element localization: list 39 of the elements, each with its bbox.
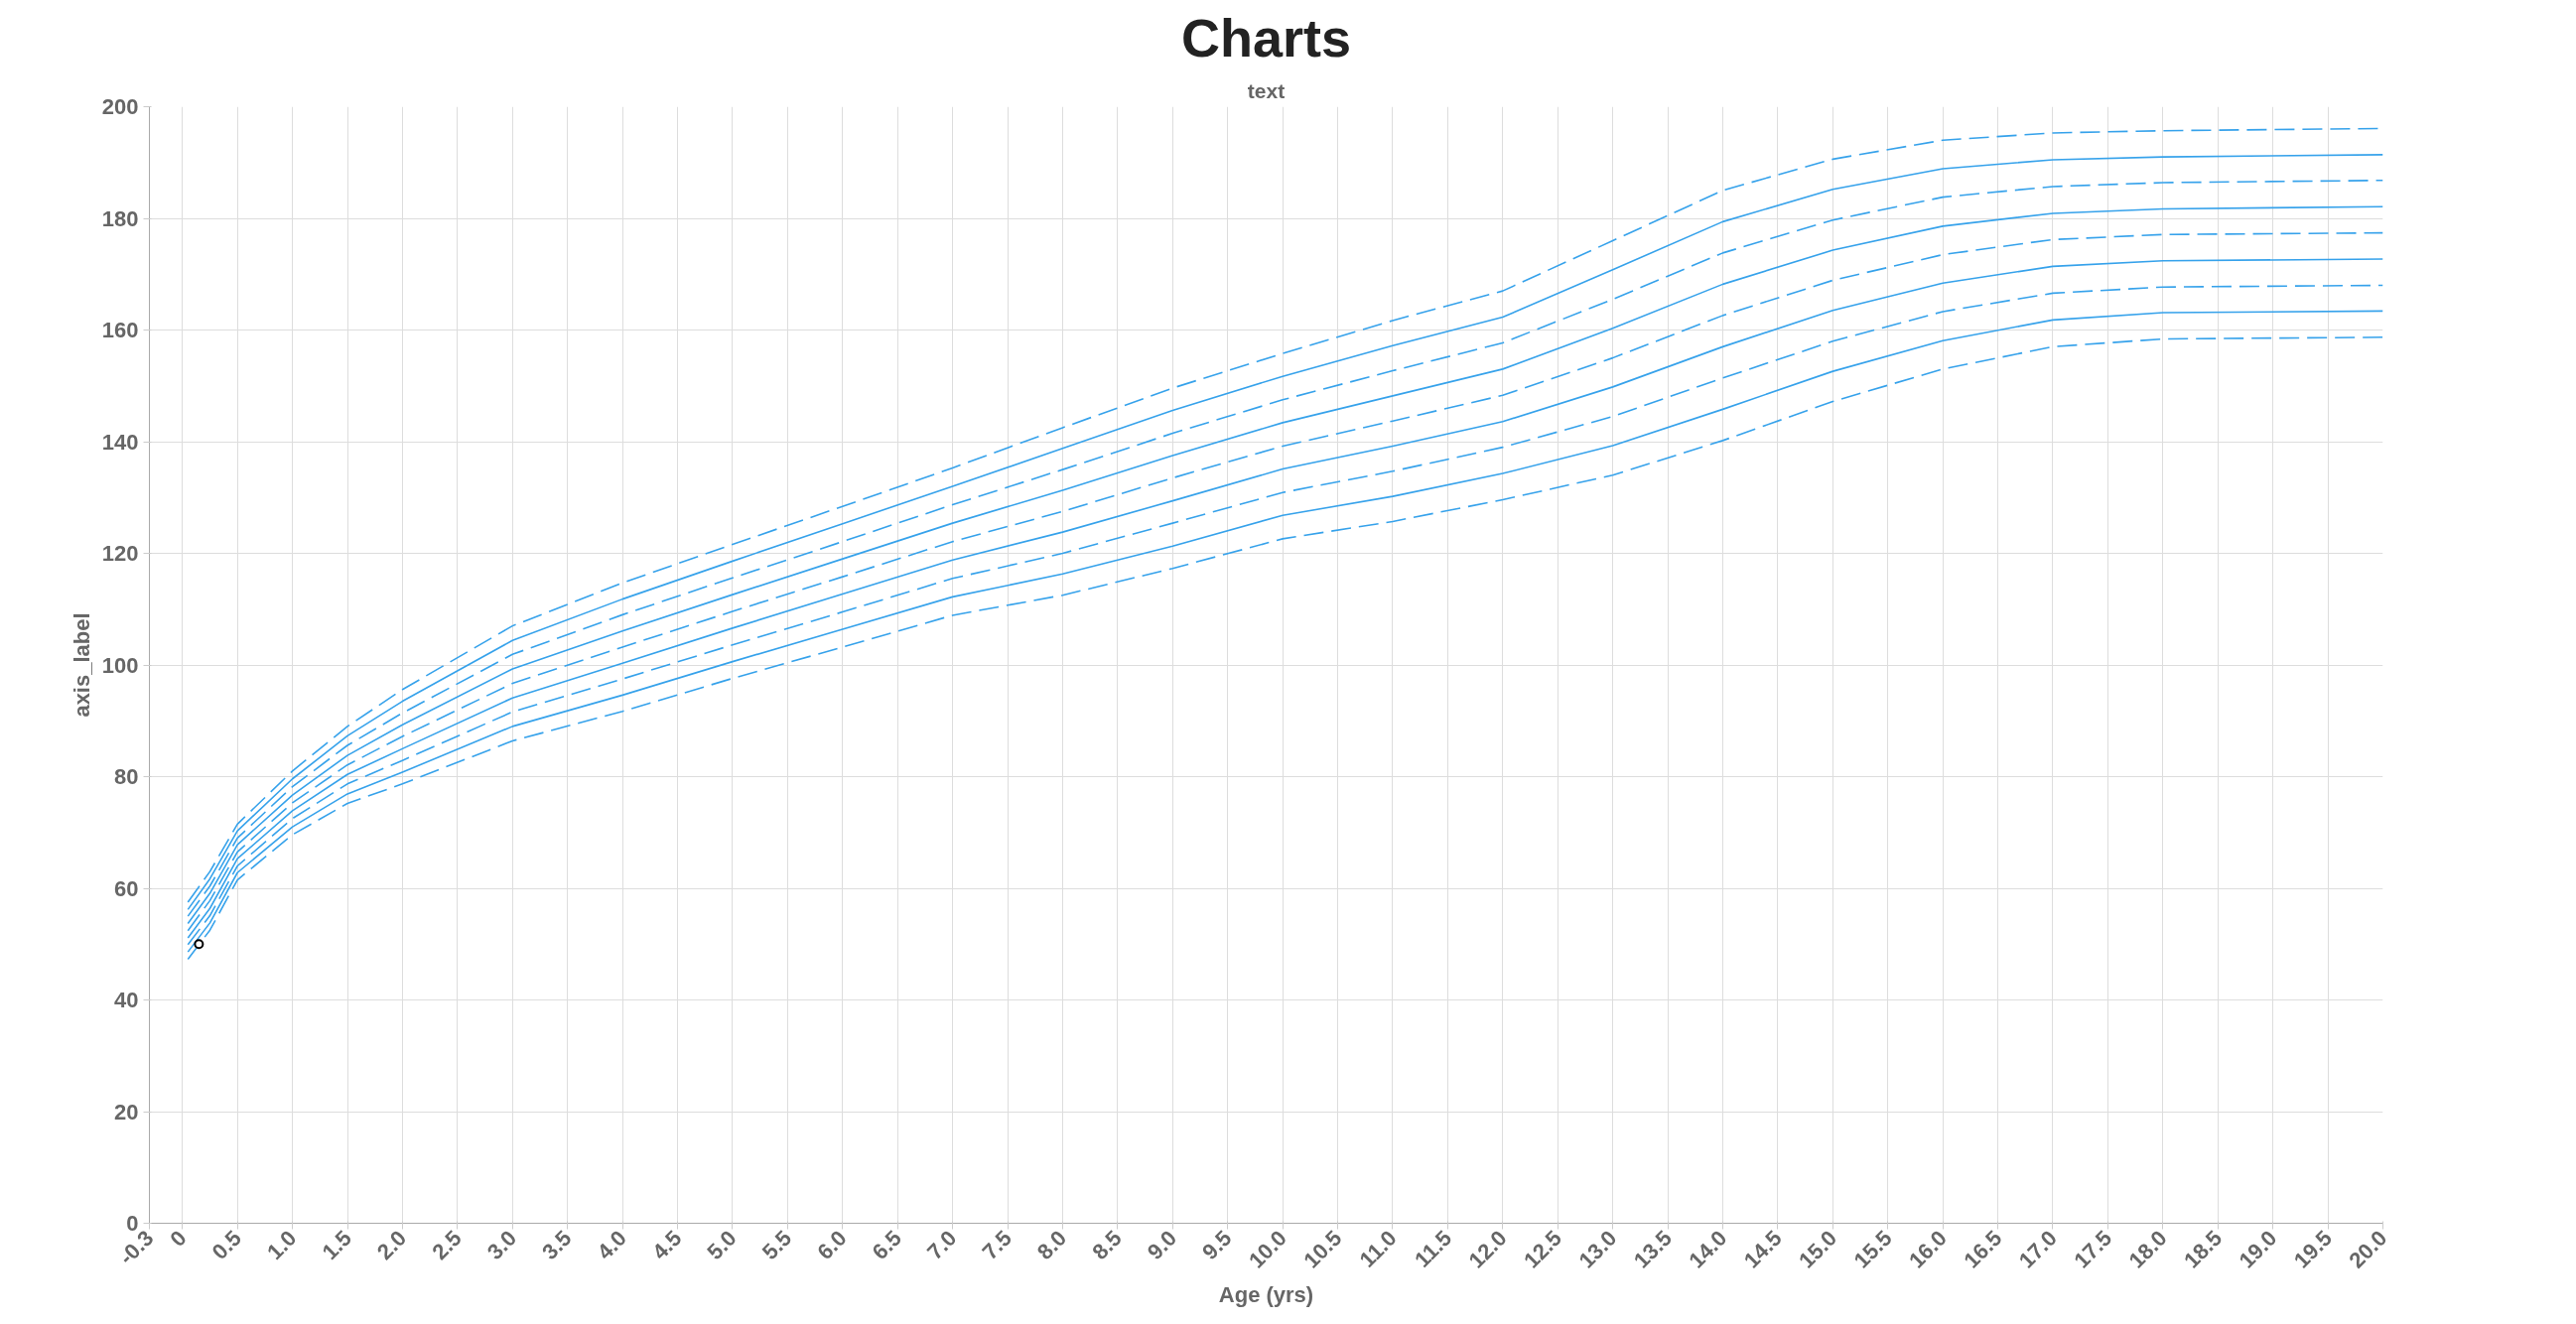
x-tick-label: 19.0 [2234, 1225, 2282, 1273]
x-axis-title: Age (yrs) [1218, 1282, 1314, 1308]
x-tick-label: 14.0 [1684, 1225, 1732, 1273]
x-tick-label: 0 [165, 1225, 192, 1252]
x-tick-label: 20.0 [2344, 1225, 2392, 1273]
x-tick-label: 1.0 [262, 1225, 302, 1264]
x-tick-label: 3.5 [537, 1225, 577, 1264]
y-tick-label: 120 [101, 541, 139, 566]
y-tick-label: 100 [101, 652, 139, 678]
x-tick-label: 8.0 [1031, 1225, 1072, 1264]
y-tick-label: 20 [114, 1099, 139, 1125]
x-tick-label: 8.5 [1087, 1225, 1127, 1264]
chart-subtitle: text [1247, 78, 1286, 102]
y-tick-label: 160 [101, 318, 139, 342]
chart-title: Charts [1180, 7, 1352, 67]
x-tick-label: 1.5 [317, 1225, 356, 1264]
x-tick-label: 2.0 [371, 1225, 412, 1264]
y-tick-label: 180 [101, 205, 139, 231]
y-tick-label: 80 [114, 764, 139, 789]
x-tick-label: 5.0 [702, 1225, 742, 1264]
y-tick-label: 60 [114, 875, 139, 901]
x-tick-label: 2.5 [427, 1225, 467, 1264]
x-tick-label: 9.0 [1142, 1225, 1182, 1264]
x-tick-label: 6.5 [867, 1225, 907, 1264]
y-tick-label: 140 [101, 429, 139, 455]
x-tick-label: 9.5 [1197, 1225, 1237, 1264]
y-axis-title: axis_label [68, 612, 94, 718]
x-tick-label: 5.5 [756, 1225, 797, 1264]
x-tick-label: 7.5 [977, 1225, 1017, 1264]
x-tick-label: 4.0 [592, 1225, 631, 1264]
x-tick-label: 4.5 [647, 1225, 687, 1264]
y-tick-label: 200 [101, 94, 139, 119]
x-tick-label: 7.0 [922, 1225, 962, 1264]
x-tick-label: 13.0 [1573, 1225, 1622, 1273]
x-tick-label: 11.0 [1354, 1225, 1402, 1272]
x-tick-label: 0.5 [206, 1225, 247, 1264]
y-tick-label: 40 [114, 988, 139, 1012]
x-tick-label: 6.0 [812, 1225, 852, 1264]
x-tick-label: 3.0 [481, 1225, 522, 1264]
